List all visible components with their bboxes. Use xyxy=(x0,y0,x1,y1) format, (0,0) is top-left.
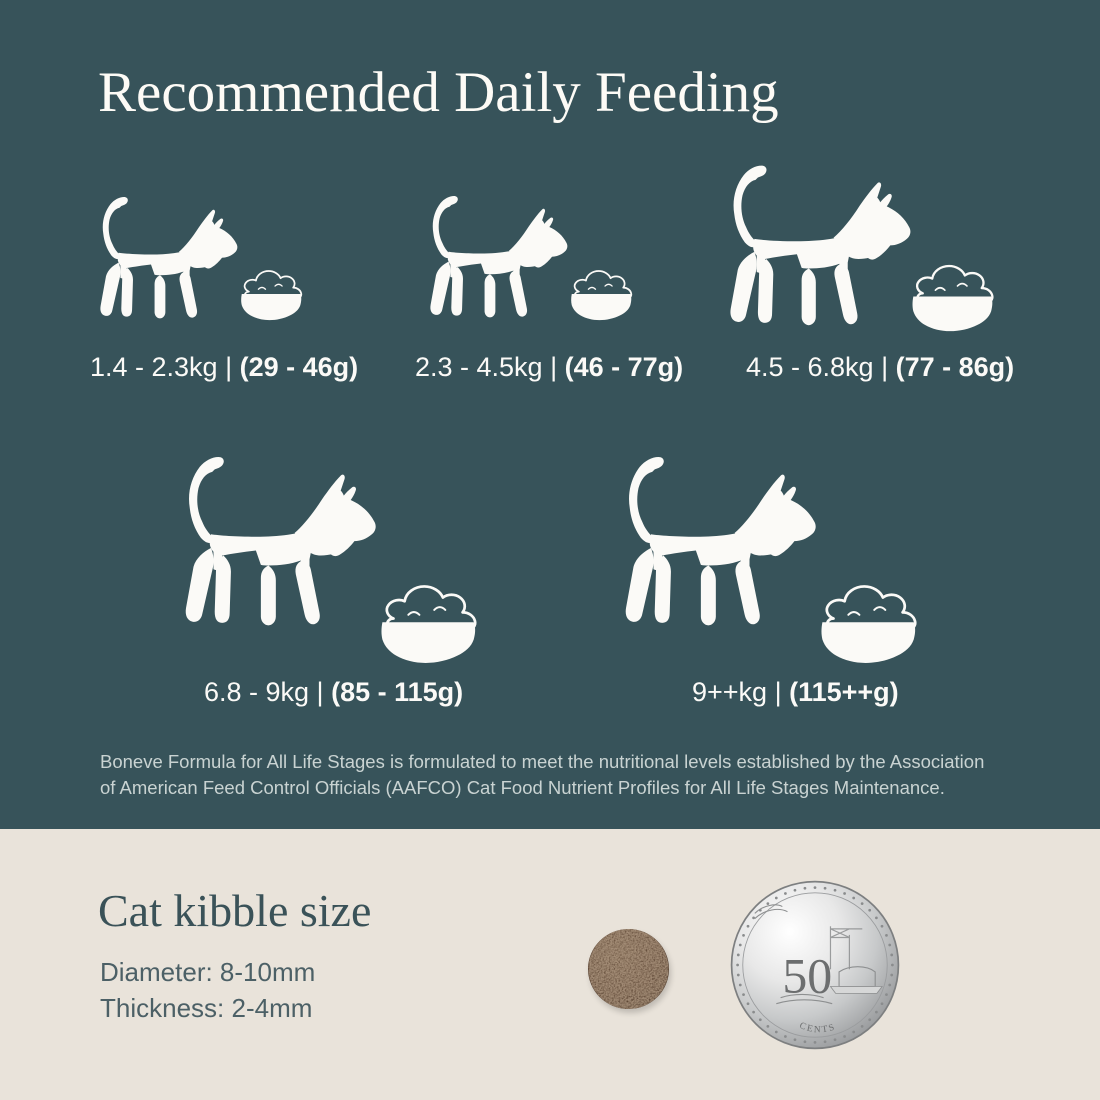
svg-text:50: 50 xyxy=(782,949,832,1004)
